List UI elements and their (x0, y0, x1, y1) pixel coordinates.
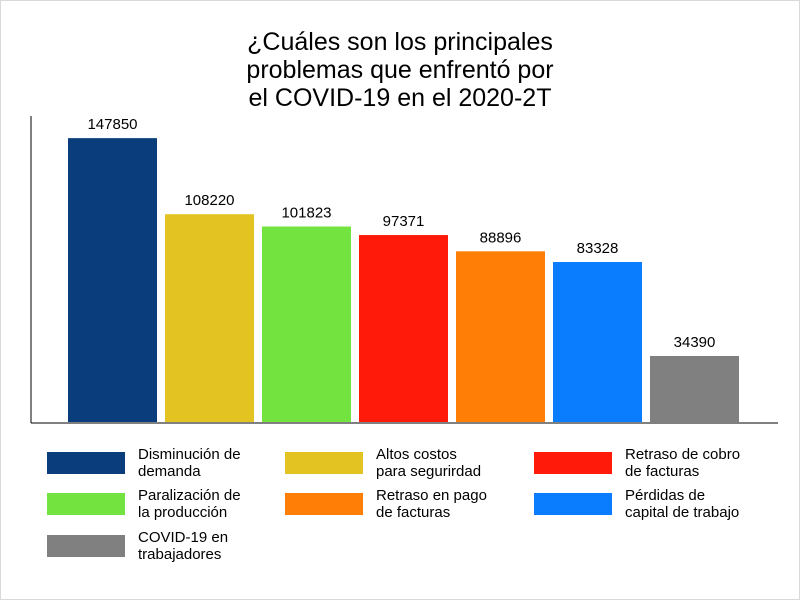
legend-label-retraso-cobro: Retraso de cobro de facturas (625, 446, 775, 480)
value-label-retraso-en-pago-de-facturas: 88896 (480, 229, 522, 246)
legend-label-line: Retraso de cobro (625, 446, 741, 463)
legend-label-line: Paralización de (138, 487, 241, 504)
chart-title-line-2: problemas que enfrentó por (246, 56, 554, 84)
value-label-covid-19-en-trabajadores: 34390 (674, 334, 716, 351)
legend-swatch-perdidas-capital (534, 493, 612, 515)
legend-label-altos-costos: Altos costos para segurirdad (376, 446, 526, 480)
legend-label-covid-trabajadores: COVID-19 en trabajadores (138, 529, 288, 563)
legend-item-retraso-cobro: Retraso de cobro de facturas (534, 446, 774, 486)
bar-retraso-en-pago-de-facturas (456, 251, 545, 422)
bars-group (68, 138, 739, 423)
legend-label-line: para segurirdad (376, 463, 482, 480)
legend-item-disminucion-demanda: Disminución de demanda (47, 446, 287, 486)
value-label-perdidas-de-capital-de-trabajo: 83328 (577, 240, 619, 257)
value-label-paralizacion-de-la-produccion: 101823 (281, 204, 331, 221)
legend-item-altos-costos: Altos costos para segurirdad (285, 446, 525, 486)
bar-covid-19-en-trabajadores (650, 355, 739, 422)
legend-item-perdidas-capital: Pérdidas de capital de trabajo (534, 487, 774, 527)
legend-swatch-paralizacion-produccion (47, 493, 125, 515)
chart-title-line-3: el COVID-19 en el 2020-2T (248, 84, 552, 112)
legend-label-line: trabajadores (138, 546, 222, 563)
legend-swatch-retraso-pago (285, 493, 363, 515)
chart-title-line-1: ¿Cuáles son los principales (247, 28, 553, 56)
legend-label-disminucion-demanda: Disminución de demanda (138, 446, 288, 480)
legend-swatch-disminucion-demanda (47, 452, 125, 474)
value-label-disminucion-de-demanda: 147850 (87, 116, 137, 133)
legend-label-line: Retraso en pago (376, 487, 487, 504)
bar-disminucion-de-demanda (68, 138, 157, 423)
value-label-retraso-de-cobro-de-facturas: 97371 (383, 213, 425, 230)
bar-altos-costos-para-segurirdad (165, 214, 254, 422)
legend-swatch-covid-trabajadores (47, 535, 125, 557)
legend-item-retraso-pago: Retraso en pago de facturas (285, 487, 525, 527)
bar-perdidas-de-capital-de-trabajo (553, 262, 642, 422)
legend-swatch-altos-costos (285, 452, 363, 474)
legend-label-line: la producción (138, 504, 228, 521)
legend-label-line: de facturas (376, 504, 451, 521)
legend-label-line: COVID-19 en (138, 529, 229, 546)
legend-item-paralizacion-produccion: Paralización de la producción (47, 487, 287, 527)
legend-label-retraso-pago: Retraso en pago de facturas (376, 487, 526, 521)
bar-retraso-de-cobro-de-facturas (359, 235, 448, 422)
legend-label-paralizacion-produccion: Paralización de la producción (138, 487, 288, 521)
legend-label-line: de facturas (625, 463, 700, 480)
chart-title: ¿Cuáles son los principales problemas qu… (150, 28, 650, 112)
legend-label-line: capital de trabajo (625, 504, 740, 521)
legend-swatch-retraso-cobro (534, 452, 612, 474)
legend-item-covid-trabajadores: COVID-19 en trabajadores (47, 529, 287, 569)
value-labels-group: 147850 108220 101823 97371 88896 83328 34390 (87, 116, 715, 351)
bar-paralizacion-de-la-produccion (262, 226, 351, 422)
legend-label-perdidas-capital: Pérdidas de capital de trabajo (625, 487, 775, 521)
value-label-altos-costos-para-segurirdad: 108220 (184, 192, 234, 209)
legend-label-line: Pérdidas de (625, 487, 706, 504)
legend-label-line: demanda (138, 463, 201, 480)
legend-label-line: Altos costos (376, 446, 457, 463)
legend-label-line: Disminución de (138, 446, 241, 463)
